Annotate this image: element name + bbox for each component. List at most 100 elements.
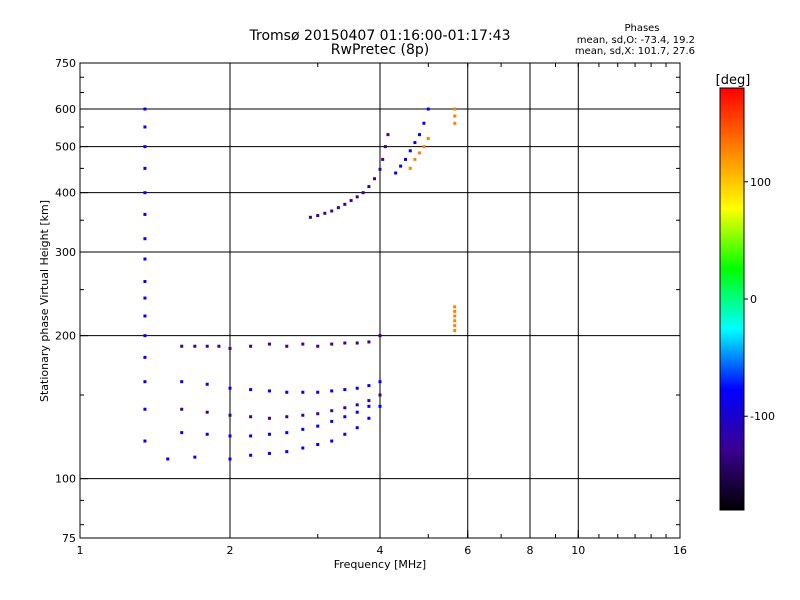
x-tick-label: 10 <box>571 544 585 557</box>
data-point <box>143 145 147 149</box>
data-point <box>217 344 221 348</box>
data-point <box>336 206 340 210</box>
data-point <box>330 439 334 443</box>
data-point <box>205 344 209 348</box>
y-tick-label: 200 <box>55 330 76 343</box>
y-tick-label: 750 <box>55 57 76 70</box>
data-point <box>453 314 457 318</box>
data-point <box>143 334 147 338</box>
data-point <box>453 114 457 118</box>
data-point <box>355 410 359 414</box>
data-point <box>143 107 147 111</box>
data-point <box>285 344 289 348</box>
x-tick-label: 2 <box>227 544 234 557</box>
x-tick-label: 1 <box>77 544 84 557</box>
colorbar <box>719 87 745 511</box>
data-point <box>426 107 430 111</box>
data-point <box>343 406 347 410</box>
data-point <box>193 455 197 459</box>
data-point <box>316 344 320 348</box>
data-point <box>143 280 147 284</box>
y-axis-label: Stationary phase Virtual Height [km] <box>38 200 51 402</box>
data-point <box>361 191 365 195</box>
data-point <box>143 125 147 129</box>
data-point <box>193 344 197 348</box>
data-point <box>355 341 359 345</box>
data-point <box>355 386 359 390</box>
colorbar-label: [deg] <box>716 73 751 88</box>
data-point <box>378 334 382 338</box>
data-point <box>301 446 305 450</box>
data-point <box>143 191 147 195</box>
data-point <box>205 382 209 386</box>
data-point <box>316 214 320 218</box>
x-tick-label: 6 <box>464 544 471 557</box>
y-tick-label: 300 <box>55 246 76 259</box>
data-point <box>453 107 457 111</box>
data-point <box>249 344 253 348</box>
data-point <box>330 409 334 413</box>
data-point <box>228 434 232 438</box>
data-point <box>417 151 421 155</box>
data-point <box>408 149 412 153</box>
data-point <box>383 145 387 149</box>
data-point <box>381 157 385 161</box>
data-point <box>330 342 334 346</box>
data-point <box>285 390 289 394</box>
data-point <box>205 410 209 414</box>
data-point <box>386 133 390 137</box>
data-point <box>355 195 359 199</box>
data-point <box>316 390 320 394</box>
data-point <box>316 412 320 416</box>
y-tick-label: 100 <box>55 473 76 486</box>
data-point <box>422 145 426 149</box>
data-point <box>355 426 359 430</box>
data-point <box>301 390 305 394</box>
data-point <box>166 457 170 461</box>
data-point <box>143 212 147 216</box>
data-point <box>367 185 371 189</box>
data-point <box>453 305 457 309</box>
y-tick-label: 600 <box>55 103 76 116</box>
data-point <box>285 415 289 419</box>
data-point <box>343 388 347 392</box>
data-point <box>143 257 147 261</box>
data-point <box>267 451 271 455</box>
data-point <box>453 324 457 328</box>
data-point <box>367 404 371 408</box>
data-point <box>143 166 147 170</box>
data-point <box>316 443 320 447</box>
data-point <box>343 341 347 345</box>
data-point <box>180 431 184 435</box>
data-point <box>330 419 334 423</box>
data-point <box>143 380 147 384</box>
data-point <box>267 416 271 420</box>
data-point <box>228 346 232 350</box>
data-point <box>330 389 334 393</box>
data-point <box>180 344 184 348</box>
data-point <box>249 453 253 457</box>
data-point <box>367 399 371 403</box>
data-point <box>301 342 305 346</box>
data-point <box>301 427 305 431</box>
colorbar-tick-label: -100 <box>750 410 775 423</box>
data-point <box>453 329 457 333</box>
x-tick-label: 4 <box>377 544 384 557</box>
data-point <box>453 309 457 313</box>
data-point <box>249 388 253 392</box>
data-point <box>285 450 289 454</box>
data-point <box>143 439 147 443</box>
data-point <box>453 121 457 125</box>
data-point <box>323 211 327 215</box>
data-point <box>343 432 347 436</box>
data-point <box>228 386 232 390</box>
data-point <box>143 296 147 300</box>
data-point <box>180 380 184 384</box>
x-tick-label: 8 <box>527 544 534 557</box>
data-point <box>378 404 382 408</box>
data-point <box>378 380 382 384</box>
data-point <box>301 413 305 417</box>
data-point <box>378 167 382 171</box>
data-point <box>426 137 430 141</box>
